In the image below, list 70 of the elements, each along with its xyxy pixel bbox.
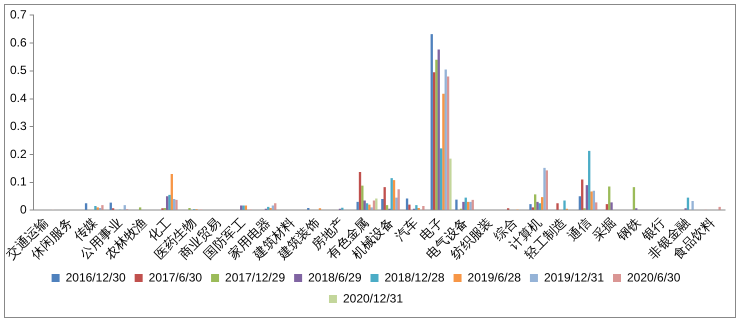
y-tick-label: 0.4 [10, 91, 27, 106]
bar [384, 187, 386, 210]
bar [718, 206, 721, 210]
legend-label: 2018/6/29 [308, 270, 362, 284]
bar [415, 205, 418, 210]
legend-label: 2017/6/30 [148, 270, 202, 284]
bar [588, 150, 590, 210]
legend-label: 2020/6/30 [627, 270, 681, 284]
y-tick-label: 0.7 [10, 8, 27, 22]
bar [442, 94, 445, 210]
bar [586, 185, 588, 210]
bar [368, 204, 370, 210]
bar [364, 200, 366, 210]
bar [608, 186, 610, 210]
bar [581, 180, 584, 210]
bar [578, 196, 582, 210]
bar [375, 198, 378, 210]
legend-label: 2016/12/30 [66, 270, 126, 284]
bar [240, 205, 242, 210]
bar [592, 190, 596, 210]
bar [691, 201, 694, 210]
bar [546, 170, 548, 210]
y-tick-label: 0.2 [10, 146, 27, 161]
bar [172, 199, 176, 210]
bar [94, 206, 97, 210]
bar [538, 203, 541, 210]
bar [272, 205, 274, 210]
legend-label: 2018/12/28 [384, 270, 445, 284]
bar [96, 207, 99, 210]
bar [435, 60, 438, 210]
bar [244, 205, 248, 210]
bar [472, 200, 474, 210]
bar [356, 202, 359, 210]
bar [438, 49, 440, 210]
bar [370, 207, 373, 210]
bar [540, 197, 544, 210]
bar [466, 202, 470, 210]
bar [101, 205, 104, 210]
bar [274, 203, 276, 210]
bar [138, 207, 142, 210]
bar [395, 198, 398, 210]
bar [124, 205, 126, 210]
bar [166, 196, 168, 210]
y-tick-label: 0.6 [10, 35, 27, 50]
bar [361, 186, 364, 210]
bar [449, 158, 452, 210]
bar [430, 34, 433, 210]
bar [110, 202, 112, 210]
bar [444, 70, 447, 210]
bar [595, 202, 598, 210]
legend-label: 2017/12/29 [225, 270, 286, 284]
legend-label: 2019/12/31 [544, 270, 604, 284]
bar [534, 194, 536, 210]
legend-label: 2019/6/28 [468, 270, 522, 284]
x-tick-label: 汽车 [392, 214, 421, 244]
bar [532, 207, 534, 210]
bar [398, 189, 400, 210]
y-tick-label: 0.5 [10, 63, 27, 78]
y-tick-label: 0.3 [10, 118, 27, 133]
bar [390, 178, 393, 210]
bar [267, 206, 270, 210]
y-tick-label: 0.1 [10, 174, 27, 189]
bar [464, 198, 467, 210]
bar [408, 204, 411, 210]
bar [422, 206, 425, 210]
bar [170, 174, 173, 210]
bar [381, 199, 384, 210]
y-tick-label: 0 [20, 202, 27, 217]
bar [606, 204, 608, 210]
legend-label: 2020/12/31 [342, 291, 404, 306]
